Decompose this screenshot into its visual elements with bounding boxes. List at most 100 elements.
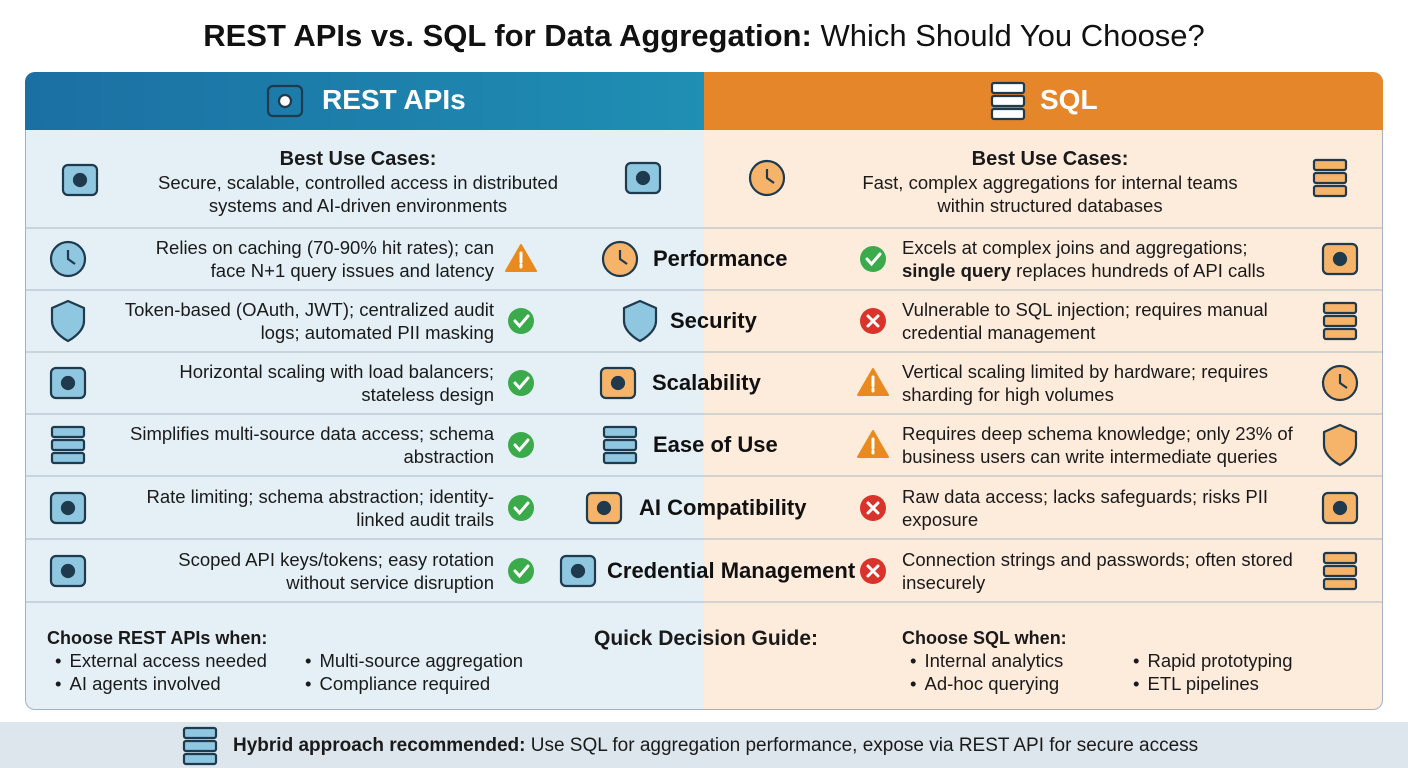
icon — [601, 240, 639, 278]
icon — [182, 726, 218, 766]
icon-part — [277, 93, 293, 109]
guide-heading-sql: Choose SQL when: — [902, 628, 1067, 648]
icon — [1321, 491, 1359, 525]
icon-part — [1312, 171, 1348, 185]
footer-band — [0, 722, 1408, 768]
icon — [1322, 551, 1358, 591]
icon — [559, 554, 597, 588]
panel-left — [25, 72, 704, 710]
panel-right — [704, 72, 1383, 710]
icon — [624, 161, 662, 195]
footer-regular: Use SQL for aggregation performance, exp… — [530, 735, 1199, 756]
icon-part — [1322, 564, 1358, 578]
icon-part — [50, 299, 86, 343]
sql-text-part: replaces hundreds of API calls — [1010, 260, 1265, 281]
footer-text: Hybrid approach recommended: Use SQL for… — [233, 734, 1198, 757]
row-label: Performance — [653, 246, 788, 271]
icon — [49, 366, 87, 400]
guide-item-rest: Compliance required — [305, 673, 490, 695]
icon-part — [596, 500, 612, 516]
status-check-mark — [865, 252, 882, 267]
status-cross-mark — [866, 314, 880, 328]
column-header-sql: SQL — [1040, 84, 1098, 115]
icon-part — [990, 94, 1026, 108]
sql-text: Excels at complex joins and aggregations… — [902, 236, 1302, 282]
sql-text-part: Excels at complex joins and aggregations… — [902, 237, 1248, 258]
status-check — [508, 432, 534, 458]
guide-heading-rest: Choose REST APIs when: — [47, 628, 268, 648]
icon — [748, 159, 786, 197]
row-label: Scalability — [652, 370, 761, 395]
status-check — [508, 558, 534, 584]
status-check — [508, 495, 534, 521]
best-use-heading-sql: Best Use Cases: — [971, 148, 1129, 170]
icon-part — [1322, 327, 1358, 341]
icon — [49, 240, 87, 278]
icon-part — [1322, 577, 1358, 591]
icon-part — [610, 375, 626, 391]
icon-part — [60, 500, 76, 516]
icon-part — [602, 425, 638, 439]
row-label: Credential Management — [607, 558, 856, 583]
icon-part — [1332, 500, 1348, 516]
icon-part — [182, 752, 218, 766]
guide-item-sql: Ad-hoc querying — [910, 673, 1059, 695]
icon — [622, 299, 658, 343]
best-use-text-rest: Secure, scalable, controlled access in d… — [157, 172, 559, 216]
icon-part — [50, 451, 86, 465]
icon-part — [990, 107, 1026, 121]
row-label: AI Compatibility — [639, 495, 807, 520]
icon — [585, 491, 623, 525]
icon-part — [50, 425, 86, 439]
sql-text: Vertical scaling limited by hardware; re… — [902, 361, 1269, 405]
icon-part — [1312, 158, 1348, 172]
icon-part — [1322, 423, 1358, 467]
best-use-text-sql: Fast, complex aggregations for internal … — [862, 172, 1238, 216]
icon — [50, 299, 86, 343]
guide-item-sql: ETL pipelines — [1133, 673, 1258, 695]
icon — [599, 366, 637, 400]
icon — [49, 491, 87, 525]
icon-part — [72, 172, 88, 188]
icon — [50, 425, 86, 465]
icon-part — [1322, 314, 1358, 328]
status-cross-mark — [866, 564, 880, 578]
footer-bold: Hybrid approach recommended: — [233, 735, 526, 756]
row-label: Security — [670, 308, 757, 333]
icon-part — [765, 169, 775, 184]
header-right — [704, 72, 1383, 130]
rest-text: Scoped API keys/tokens; easy rotation wi… — [178, 549, 494, 593]
icon-part — [182, 739, 218, 753]
title-bold: REST APIs vs. SQL for Data Aggregation: — [203, 18, 812, 53]
sql-text: Connection strings and passwords; often … — [902, 549, 1293, 593]
status-check-mark — [513, 501, 530, 516]
icon-part — [602, 451, 638, 465]
icon-part — [266, 84, 304, 118]
icon — [49, 554, 87, 588]
icon-part — [602, 438, 638, 452]
icon-part — [570, 563, 586, 579]
header-left — [25, 72, 704, 130]
icon-part — [1322, 301, 1358, 315]
guide-title: Quick Decision Guide: — [594, 627, 819, 650]
icon-part — [50, 438, 86, 452]
guide-item-sql: Internal analytics — [910, 650, 1063, 672]
title: REST APIs vs. SQL for Data Aggregation: … — [0, 18, 1408, 54]
icon-part — [1312, 184, 1348, 198]
status-check-mark — [513, 376, 530, 391]
rest-text: Relies on caching (70-90% hit rates); ca… — [155, 237, 494, 281]
status-check — [860, 246, 886, 272]
status-check-mark — [513, 314, 530, 329]
icon-part — [1322, 551, 1358, 565]
icon — [1322, 301, 1358, 341]
sql-text: Raw data access; lacks safeguards; risks… — [902, 486, 1269, 530]
icon-part — [1338, 374, 1348, 389]
rest-text: Token-based (OAuth, JWT); centralized au… — [124, 299, 494, 343]
status-check — [508, 370, 534, 396]
column-header-rest: REST APIs — [322, 84, 466, 115]
status-check-mark — [513, 438, 530, 453]
rest-text: Horizontal scaling with load balancers; … — [179, 361, 494, 405]
icon-part — [66, 250, 76, 265]
row-label: Ease of Use — [653, 432, 778, 457]
